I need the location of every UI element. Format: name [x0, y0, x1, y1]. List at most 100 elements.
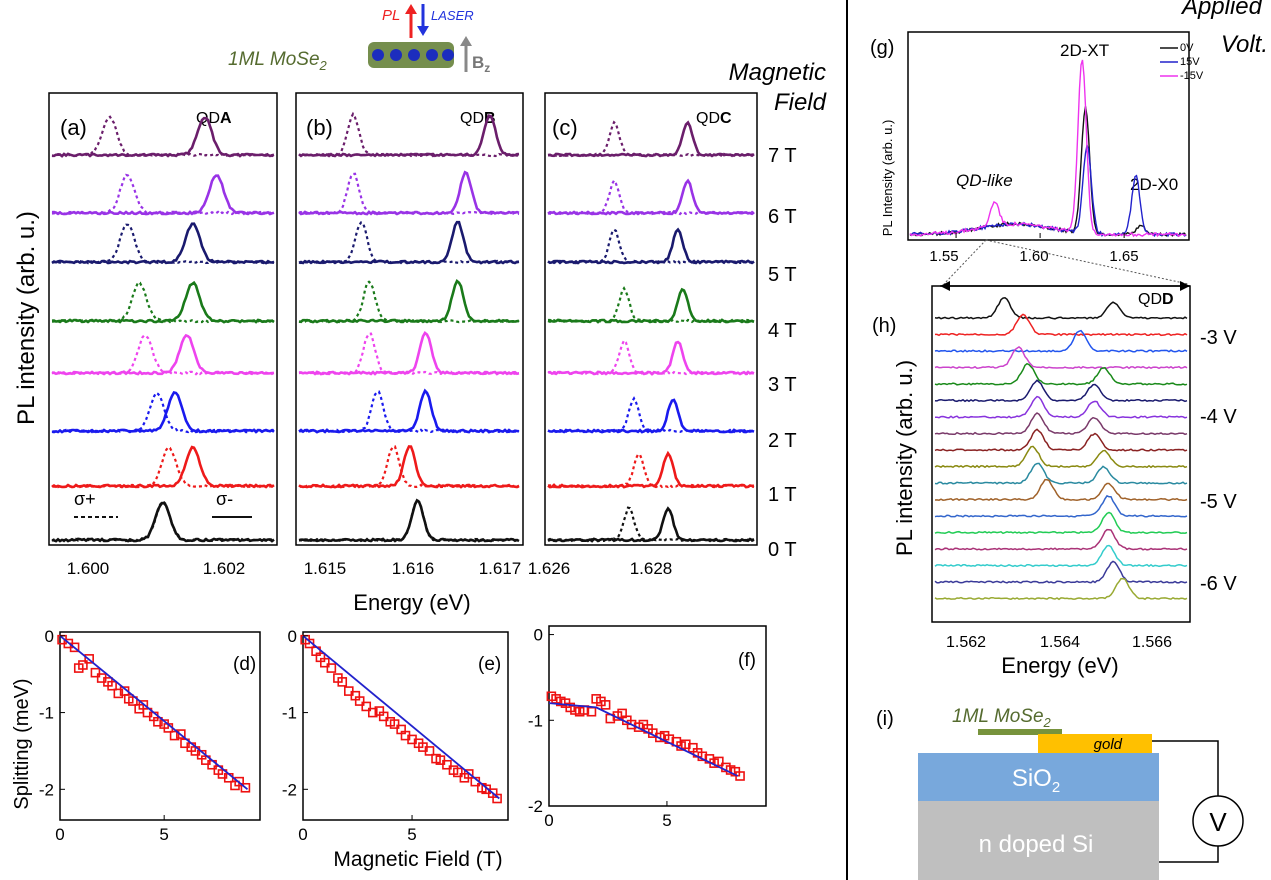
- data-point: [90, 667, 101, 678]
- panel-c-frame: [544, 92, 758, 546]
- spectrum-sigma-minus: [547, 178, 755, 216]
- spectrum-sigma-plus: [51, 334, 275, 376]
- field-label: Bz: [472, 53, 490, 75]
- xtick-label: 0: [298, 825, 307, 844]
- data-point: [600, 700, 611, 710]
- voltage-label-4v: -4 V: [1200, 406, 1237, 428]
- data-point: [113, 688, 124, 699]
- spectrum-sigma-plus: [298, 390, 520, 434]
- panel-i-letter: (i): [876, 708, 894, 730]
- sio2-label: SiO2: [1012, 765, 1060, 796]
- si-substrate: [918, 801, 1159, 880]
- fit-line: [548, 702, 739, 777]
- data-point: [463, 769, 474, 779]
- voltage-spectrum: [934, 445, 1188, 469]
- ytick-label: -1: [39, 704, 54, 723]
- circuit-wire: [1159, 846, 1219, 863]
- spectrum-sigma-plus: [298, 332, 520, 376]
- ytick-label: 0: [45, 627, 54, 646]
- spectrum-sigma-minus: [51, 222, 275, 265]
- spectrum-sigma-plus: [299, 498, 520, 543]
- panel-b-spectra: [298, 111, 520, 543]
- data-point: [320, 657, 330, 668]
- spectrum-sigma-plus: [547, 286, 755, 324]
- bottom-ylabel: Splitting (meV): [11, 678, 33, 809]
- panel-c-spectra: [547, 120, 755, 543]
- voltage-spectrum: [934, 297, 1188, 320]
- spectrum-sigma-minus: [51, 501, 275, 543]
- legend-0v: 0V: [1180, 42, 1194, 54]
- zoom-connector: [985, 239, 1189, 285]
- voltage-spectrum: [935, 313, 1188, 337]
- panel-g-plot: [909, 59, 1187, 238]
- voltage-label-6v: -6 V: [1200, 573, 1237, 595]
- spectrum-sigma-plus: [547, 178, 755, 216]
- spectrum-sigma-minus: [298, 445, 520, 489]
- panel-b-xtick: 1.617: [479, 559, 522, 578]
- spectrum-sigma-plus: [547, 506, 755, 543]
- panel-a-letter: (a): [60, 115, 87, 140]
- ytick-label: -1: [528, 711, 543, 730]
- spectrum-sigma-minus: [51, 174, 275, 216]
- spectrum-sigma-minus: [298, 220, 520, 265]
- panel-a-xtick: 1.600: [67, 559, 110, 578]
- data-point: [492, 793, 502, 804]
- data-point: [442, 759, 452, 770]
- peak-label-2d-xt: 2D-XT: [1060, 41, 1109, 60]
- field-label-2t: 2 T: [768, 430, 797, 452]
- panel-h-frame: [931, 285, 1191, 623]
- panel-g-legend: 0V 15V -15V: [1160, 42, 1204, 82]
- legend-sigma-minus: σ-: [216, 489, 233, 509]
- spectrum-sigma-plus: [547, 228, 755, 265]
- panel-h-qd-label: QDD: [1138, 291, 1174, 308]
- data-point: [453, 767, 463, 778]
- ytick-label: -2: [282, 780, 297, 799]
- fit-line: [302, 635, 500, 800]
- ytick-label: -2: [39, 780, 54, 799]
- panel-f-frame: [548, 625, 767, 807]
- data-point: [337, 677, 348, 687]
- voltage-spectrum: [934, 577, 1188, 601]
- legend-minus-15v: -15V: [1180, 70, 1204, 82]
- sample-label: 1ML MoSe2: [228, 49, 328, 73]
- data-point: [234, 776, 244, 787]
- left-xlabel: Energy (eV): [353, 590, 470, 615]
- spectrum-sigma-minus: [51, 333, 275, 376]
- voltage-spectrum: [934, 511, 1188, 535]
- panel-e-plot: 0 -1 -2 0 5: [282, 627, 502, 844]
- legend-15v: 15V: [1180, 56, 1200, 68]
- field-label-6t: 6 T: [768, 206, 797, 228]
- spectrum--15V: [909, 59, 1187, 238]
- data-point: [367, 707, 378, 718]
- right-title-2: Volt.: [1221, 31, 1268, 58]
- panel-c-letter: (c): [552, 115, 578, 140]
- xtick-label: 5: [407, 825, 416, 844]
- panel-c-xtick: 1.628: [630, 559, 673, 578]
- spectrum-sigma-plus: [51, 391, 275, 434]
- spectrum-sigma-plus: [547, 120, 755, 158]
- data-point: [153, 716, 163, 727]
- data-point: [424, 746, 435, 756]
- ytick-label: 0: [288, 627, 297, 646]
- spectrum-sigma-minus: [298, 170, 520, 216]
- voltage-spectrum: [934, 428, 1188, 452]
- field-label-7t: 7 T: [768, 145, 797, 167]
- fit-line: [59, 635, 249, 790]
- voltage-spectrum: [934, 494, 1188, 518]
- spectrum-sigma-minus: [547, 227, 755, 265]
- spectrum-sigma-plus: [51, 173, 275, 216]
- voltage-spectrum: [934, 544, 1188, 568]
- voltage-spectrum: [934, 462, 1188, 485]
- panel-a-spectra: [51, 115, 275, 543]
- monolayer-icon: [368, 42, 454, 68]
- substrate-label: n doped Si: [979, 831, 1094, 858]
- xtick-label: 5: [662, 811, 671, 830]
- field-label-1t: 1 T: [768, 484, 797, 506]
- panel-h-xtick: 1.562: [946, 634, 986, 651]
- spectrum-sigma-plus: [51, 446, 275, 489]
- spectrum-sigma-plus: [298, 172, 520, 216]
- field-label-4t: 4 T: [768, 320, 797, 342]
- panel-d-letter: (d): [233, 654, 256, 675]
- spectrum-sigma-minus: [52, 116, 275, 158]
- panel-f-plot: 0-1-20 5: [528, 626, 745, 830]
